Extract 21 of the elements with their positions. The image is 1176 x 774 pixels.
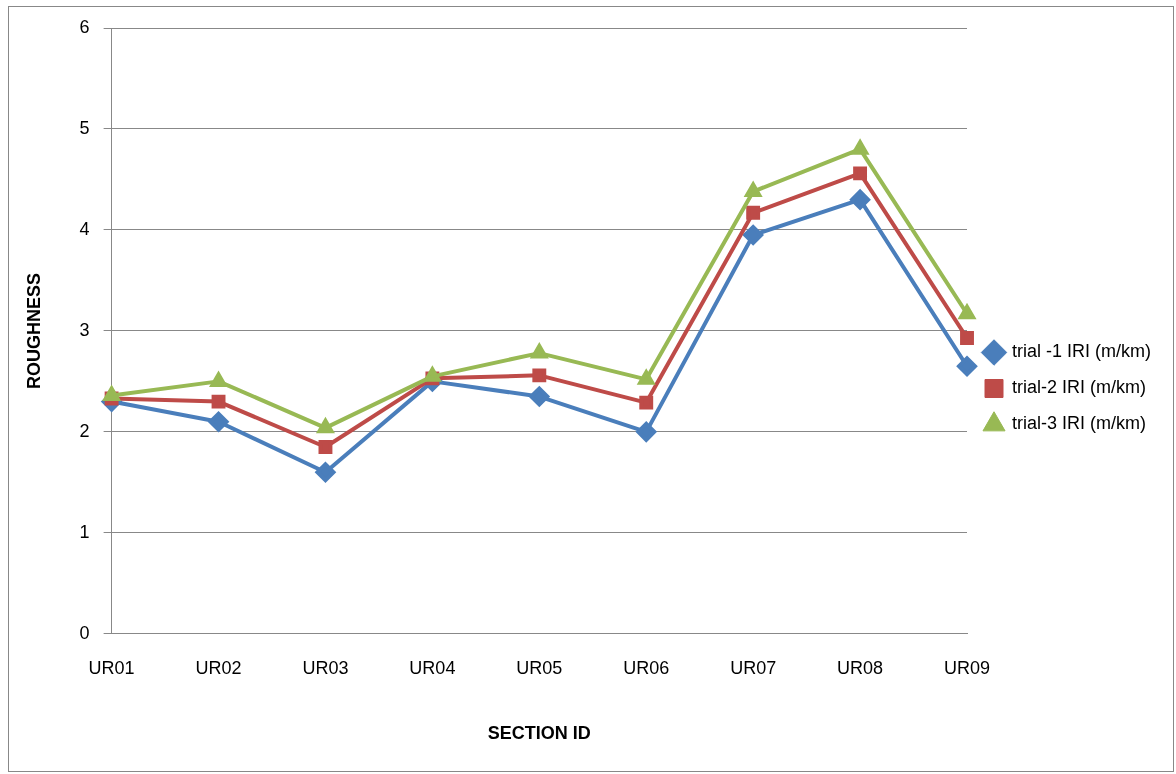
x-tick-label: UR04: [409, 657, 456, 678]
x-tick-label: UR03: [302, 657, 349, 678]
y-tick-label: 3: [79, 319, 90, 340]
y-tick-label: 6: [79, 16, 90, 37]
y-axis-title: ROUGHNESS: [23, 272, 44, 389]
x-axis-title: SECTION ID: [487, 723, 591, 744]
y-tick-label: 1: [79, 521, 90, 542]
legend-label: trial-3 IRI (m/km): [1012, 413, 1147, 434]
legend-label: trial-2 IRI (m/km): [1012, 377, 1147, 398]
x-tick-label: UR09: [943, 657, 991, 678]
legend-label: trial -1 IRI (m/km): [1012, 341, 1152, 362]
y-tick-label: 4: [79, 218, 90, 239]
x-tick-label: UR01: [88, 657, 135, 678]
y-tick-label: 2: [79, 420, 90, 441]
y-tick-label: 5: [79, 117, 90, 138]
x-tick-label: UR08: [837, 657, 884, 678]
y-tick-label: 0: [79, 622, 90, 643]
x-tick-label: UR07: [730, 657, 777, 678]
x-tick-label: UR06: [623, 657, 670, 678]
x-tick-label: UR05: [516, 657, 563, 678]
x-tick-label: UR02: [195, 657, 242, 678]
